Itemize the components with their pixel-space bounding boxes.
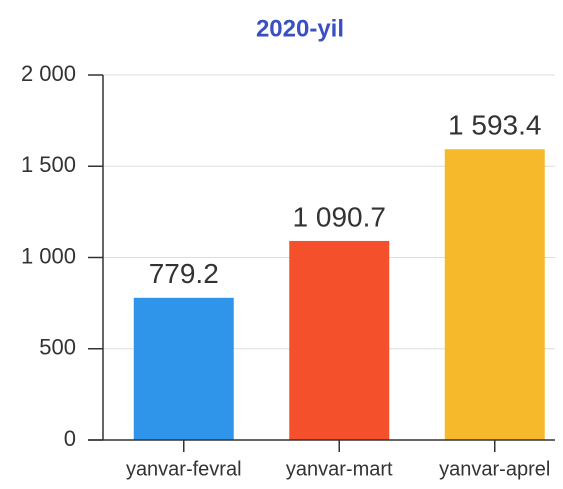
value-label: 779.2: [149, 258, 219, 289]
x-tick-label: yanvar-mart: [286, 458, 393, 480]
y-tick-label: 0: [64, 426, 76, 451]
y-tick-label: 1 500: [21, 152, 76, 177]
value-label: 1 090.7: [293, 201, 386, 232]
chart-title: 2020-yil: [256, 15, 344, 42]
bar: [133, 297, 234, 440]
bar: [444, 149, 545, 440]
x-tick-label: yanvar-aprel: [439, 458, 550, 480]
y-tick-label: 500: [39, 335, 76, 360]
value-label: 1 593.4: [448, 110, 541, 141]
y-tick-label: 1 000: [21, 243, 76, 268]
x-tick-label: yanvar-fevral: [126, 458, 242, 480]
y-tick-label: 2 000: [21, 61, 76, 86]
bar: [289, 240, 390, 440]
